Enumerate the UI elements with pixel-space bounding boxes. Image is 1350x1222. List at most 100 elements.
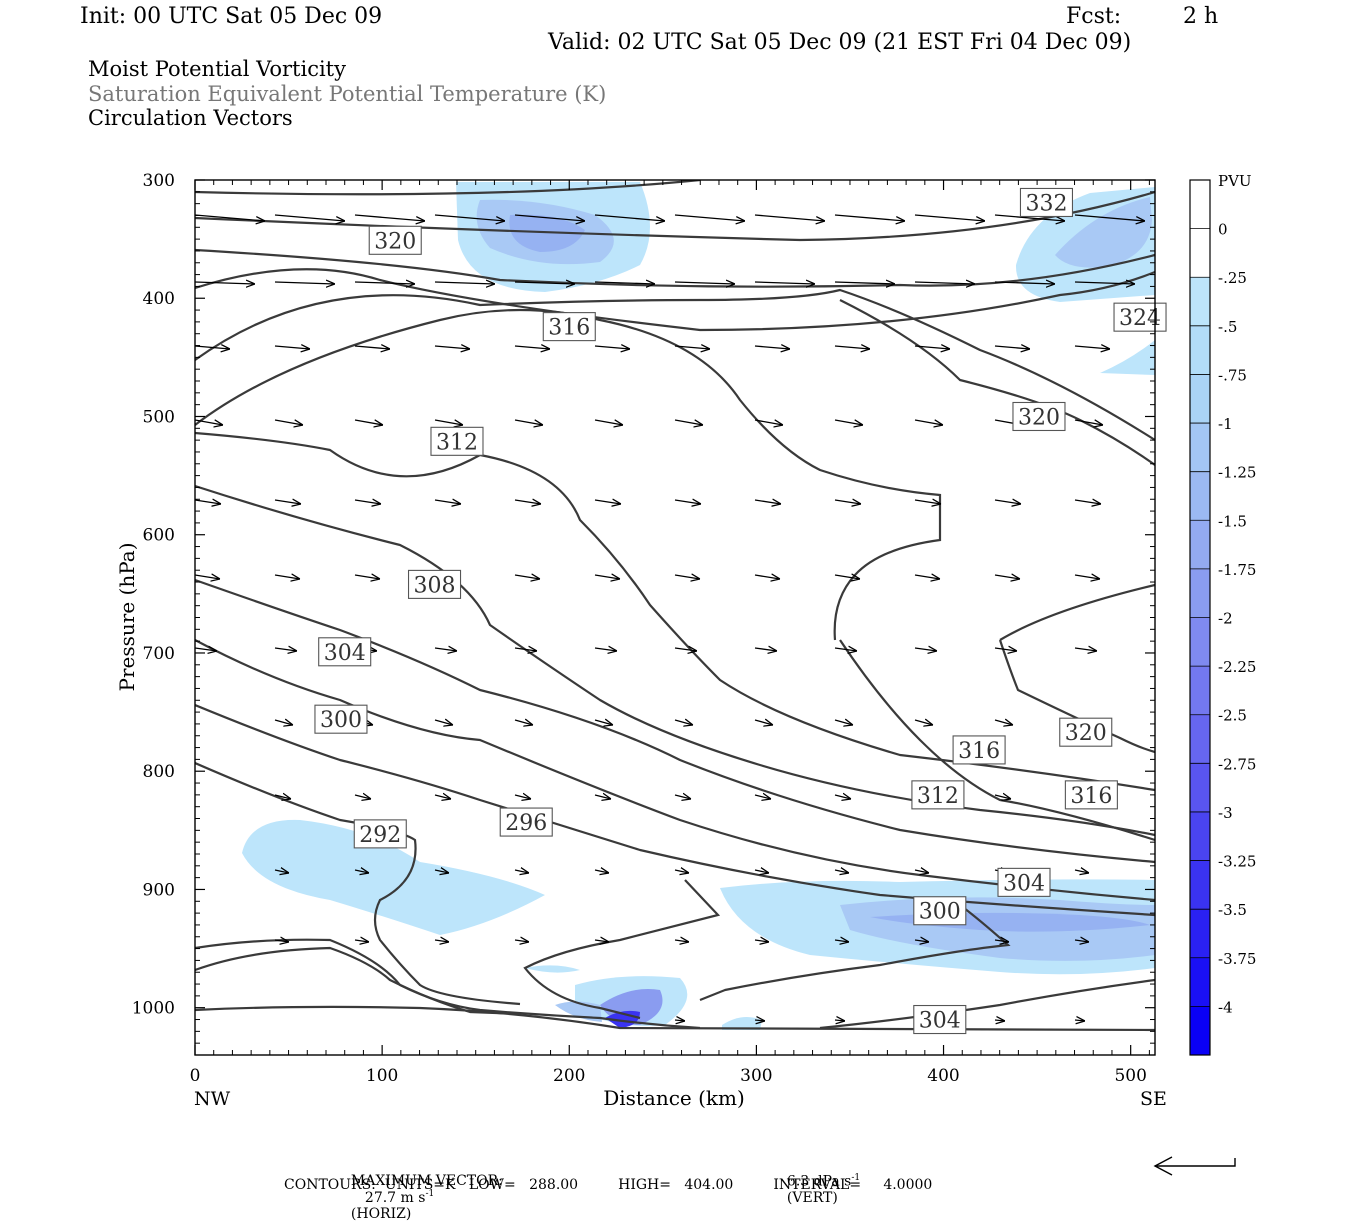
y-axis: 300 400 500 600 700 800 900 1000 — [132, 171, 1155, 1056]
vector-arrow — [354, 500, 381, 504]
terrain — [195, 1005, 1155, 1032]
vector-arrow — [754, 1020, 765, 1021]
colorbar-tick-label: 0 — [1218, 221, 1228, 239]
colorbar-swatch — [1190, 957, 1210, 1007]
contour-324b — [195, 288, 1155, 441]
colorbar-swatch — [1190, 471, 1210, 521]
vector-arrow — [674, 720, 693, 725]
y-tick-label: 1000 — [132, 999, 175, 1019]
vector-arrow — [994, 720, 1013, 725]
x-tick-label: 300 — [740, 1066, 772, 1086]
vector-arrow — [274, 282, 335, 284]
vector-arrow — [994, 575, 1020, 579]
contour-label-316: 316 — [1064, 780, 1118, 810]
contour-label-296: 296 — [499, 807, 553, 837]
vector-arrow — [434, 420, 463, 425]
colorbar-tick-label: -1.75 — [1218, 561, 1256, 579]
vector-arrow — [834, 648, 857, 651]
vector-arrow — [674, 795, 691, 799]
contour-label-320: 320 — [1059, 717, 1113, 747]
contour-332 — [195, 180, 701, 196]
contour-320 — [195, 268, 1155, 332]
vector-arrow — [994, 500, 1021, 504]
vector-arrow — [1074, 420, 1103, 425]
vector-arrow — [514, 940, 529, 942]
colorbar-swatch — [1190, 180, 1210, 230]
vector-arrow — [754, 648, 777, 651]
colorbar-swatch — [1190, 325, 1210, 375]
contour-316 — [195, 308, 942, 641]
colorbar-tick-label: -.5 — [1218, 318, 1237, 336]
vector-arrow — [594, 648, 617, 651]
vector-arrow — [514, 346, 550, 349]
vector-arrow — [834, 346, 870, 349]
contour-label-304: 304 — [997, 867, 1051, 897]
contour-label-box — [1113, 302, 1167, 332]
mpv-shade-small-1 — [525, 965, 580, 973]
contour-label-box — [368, 225, 422, 255]
vector-arrow — [514, 420, 543, 425]
max-vector-vert-value: 6.3 dPa s — [786, 1173, 852, 1190]
vector-arrow — [834, 795, 851, 799]
contour-324a — [195, 248, 1155, 288]
colorbar-tick-label: -3.5 — [1218, 901, 1247, 919]
field-title-mpv: Moist Potential Vorticity — [88, 57, 346, 81]
colorbar-tick-label: -2.25 — [1218, 658, 1256, 676]
vector-arrow — [994, 795, 1011, 799]
vector-arrow — [674, 214, 745, 221]
vector-arrow — [914, 420, 943, 425]
vector-arrow — [354, 214, 425, 221]
contour-label-box — [499, 807, 553, 837]
colorbar-tick-label: -1 — [1218, 415, 1233, 433]
colorbar-tick-label: -3.25 — [1218, 853, 1256, 871]
vector-arrow — [914, 720, 933, 725]
colorbar-swatch — [1190, 1006, 1210, 1056]
contour-304 — [195, 578, 1155, 864]
contour-label-text: 300 — [320, 708, 362, 733]
colorbar-swatch — [1190, 423, 1210, 473]
vector-arrow — [834, 870, 849, 873]
colorbar-swatch — [1190, 860, 1210, 910]
contour-label-312: 312 — [430, 426, 484, 456]
vector-arrow — [594, 500, 621, 504]
vector-arrow — [514, 282, 575, 284]
vector-arrow — [754, 282, 815, 284]
colorbar-swatch — [1190, 763, 1210, 813]
contour-label-box — [318, 637, 372, 667]
y-tick-label: 600 — [143, 526, 175, 546]
colorbar-tick-label: -.25 — [1218, 269, 1247, 287]
vector-arrow — [754, 870, 769, 873]
vector-arrow — [1074, 575, 1100, 579]
vector-arrow — [994, 1020, 1005, 1021]
vector-arrow — [914, 500, 941, 504]
contour-label-text: 316 — [958, 739, 1000, 764]
vector-arrow — [834, 214, 905, 221]
contour-label-text: 332 — [1025, 191, 1067, 216]
y-tick-label: 400 — [143, 289, 175, 309]
contour-288b — [195, 946, 521, 1016]
colorbar-swatch — [1190, 374, 1210, 424]
vector-arrow — [994, 214, 1065, 221]
contour-label-text: 292 — [359, 823, 401, 848]
vector-arrow — [514, 575, 540, 579]
vector-arrow — [594, 282, 655, 284]
vector-arrow — [1074, 870, 1089, 873]
vector-arrow — [674, 420, 703, 425]
contour-label-332: 332 — [1019, 187, 1074, 218]
vector-arrow — [514, 214, 585, 221]
vector-arrow — [1074, 940, 1089, 942]
vector-arrow — [754, 214, 825, 221]
vector-arrow — [914, 940, 929, 942]
vector-arrow — [514, 795, 531, 799]
vector-arrow — [754, 940, 769, 942]
init-time: Init: 00 UTC Sat 05 Dec 09 — [80, 4, 383, 29]
contour-label-312: 312 — [911, 780, 965, 810]
colorbar-tick-label: -1.5 — [1218, 512, 1247, 530]
colorbar-tick-label: -3 — [1218, 804, 1233, 822]
vector-arrow — [354, 346, 390, 349]
vector-arrow — [914, 575, 940, 579]
vector-arrow — [1074, 1020, 1085, 1021]
reference-vector-icon — [1153, 1156, 1236, 1176]
contour-label-text: 312 — [436, 430, 478, 455]
